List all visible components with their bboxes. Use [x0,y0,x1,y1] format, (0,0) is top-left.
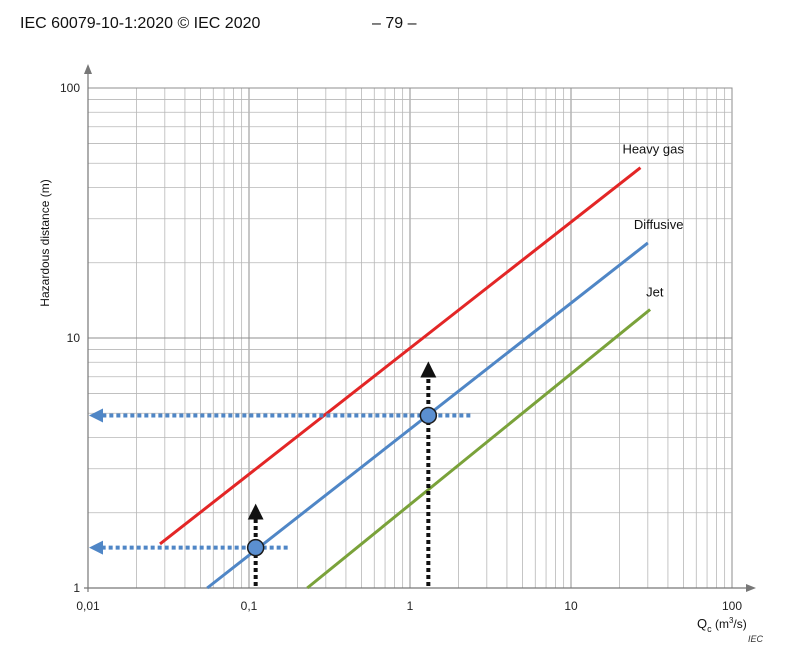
diffusive-label: Diffusive [634,217,684,232]
y-tick-label: 1 [73,581,80,595]
document-reference: IEC 60079-10-1:2020 © IEC 2020 [20,15,261,32]
x-axis-label: Qc (m3/s) [697,616,747,634]
y-tick-label: 100 [60,81,80,95]
chart-text: 0,01 0,1 1 10 100 1 10 100 Hazardous distance (m… [38,81,764,644]
chart-grid [87,87,733,589]
x-tick-label: 0,01 [76,599,100,613]
x-axis-arrowhead [746,584,756,592]
y-axis-arrowhead [84,64,92,74]
heavy-gas-label: Heavy gas [622,142,684,157]
x-tick-label: 10 [564,599,578,613]
chart-axes [84,64,756,592]
x-tick-label: 100 [722,599,742,613]
page-number: – 79 – [372,15,417,32]
iec-watermark: IEC [748,634,764,644]
jet-line [306,308,652,590]
data-point-marker [246,538,265,557]
y-tick-label: 10 [67,331,81,345]
heavy-gas-line [159,166,642,546]
x-tick-label: 1 [407,599,414,613]
x-tick-label: 0,1 [241,599,258,613]
y-axis-label: Hazardous distance (m) [38,179,52,306]
data-point-marker [419,406,438,425]
chart-annotations [89,361,471,586]
jet-label: Jet [646,285,664,300]
